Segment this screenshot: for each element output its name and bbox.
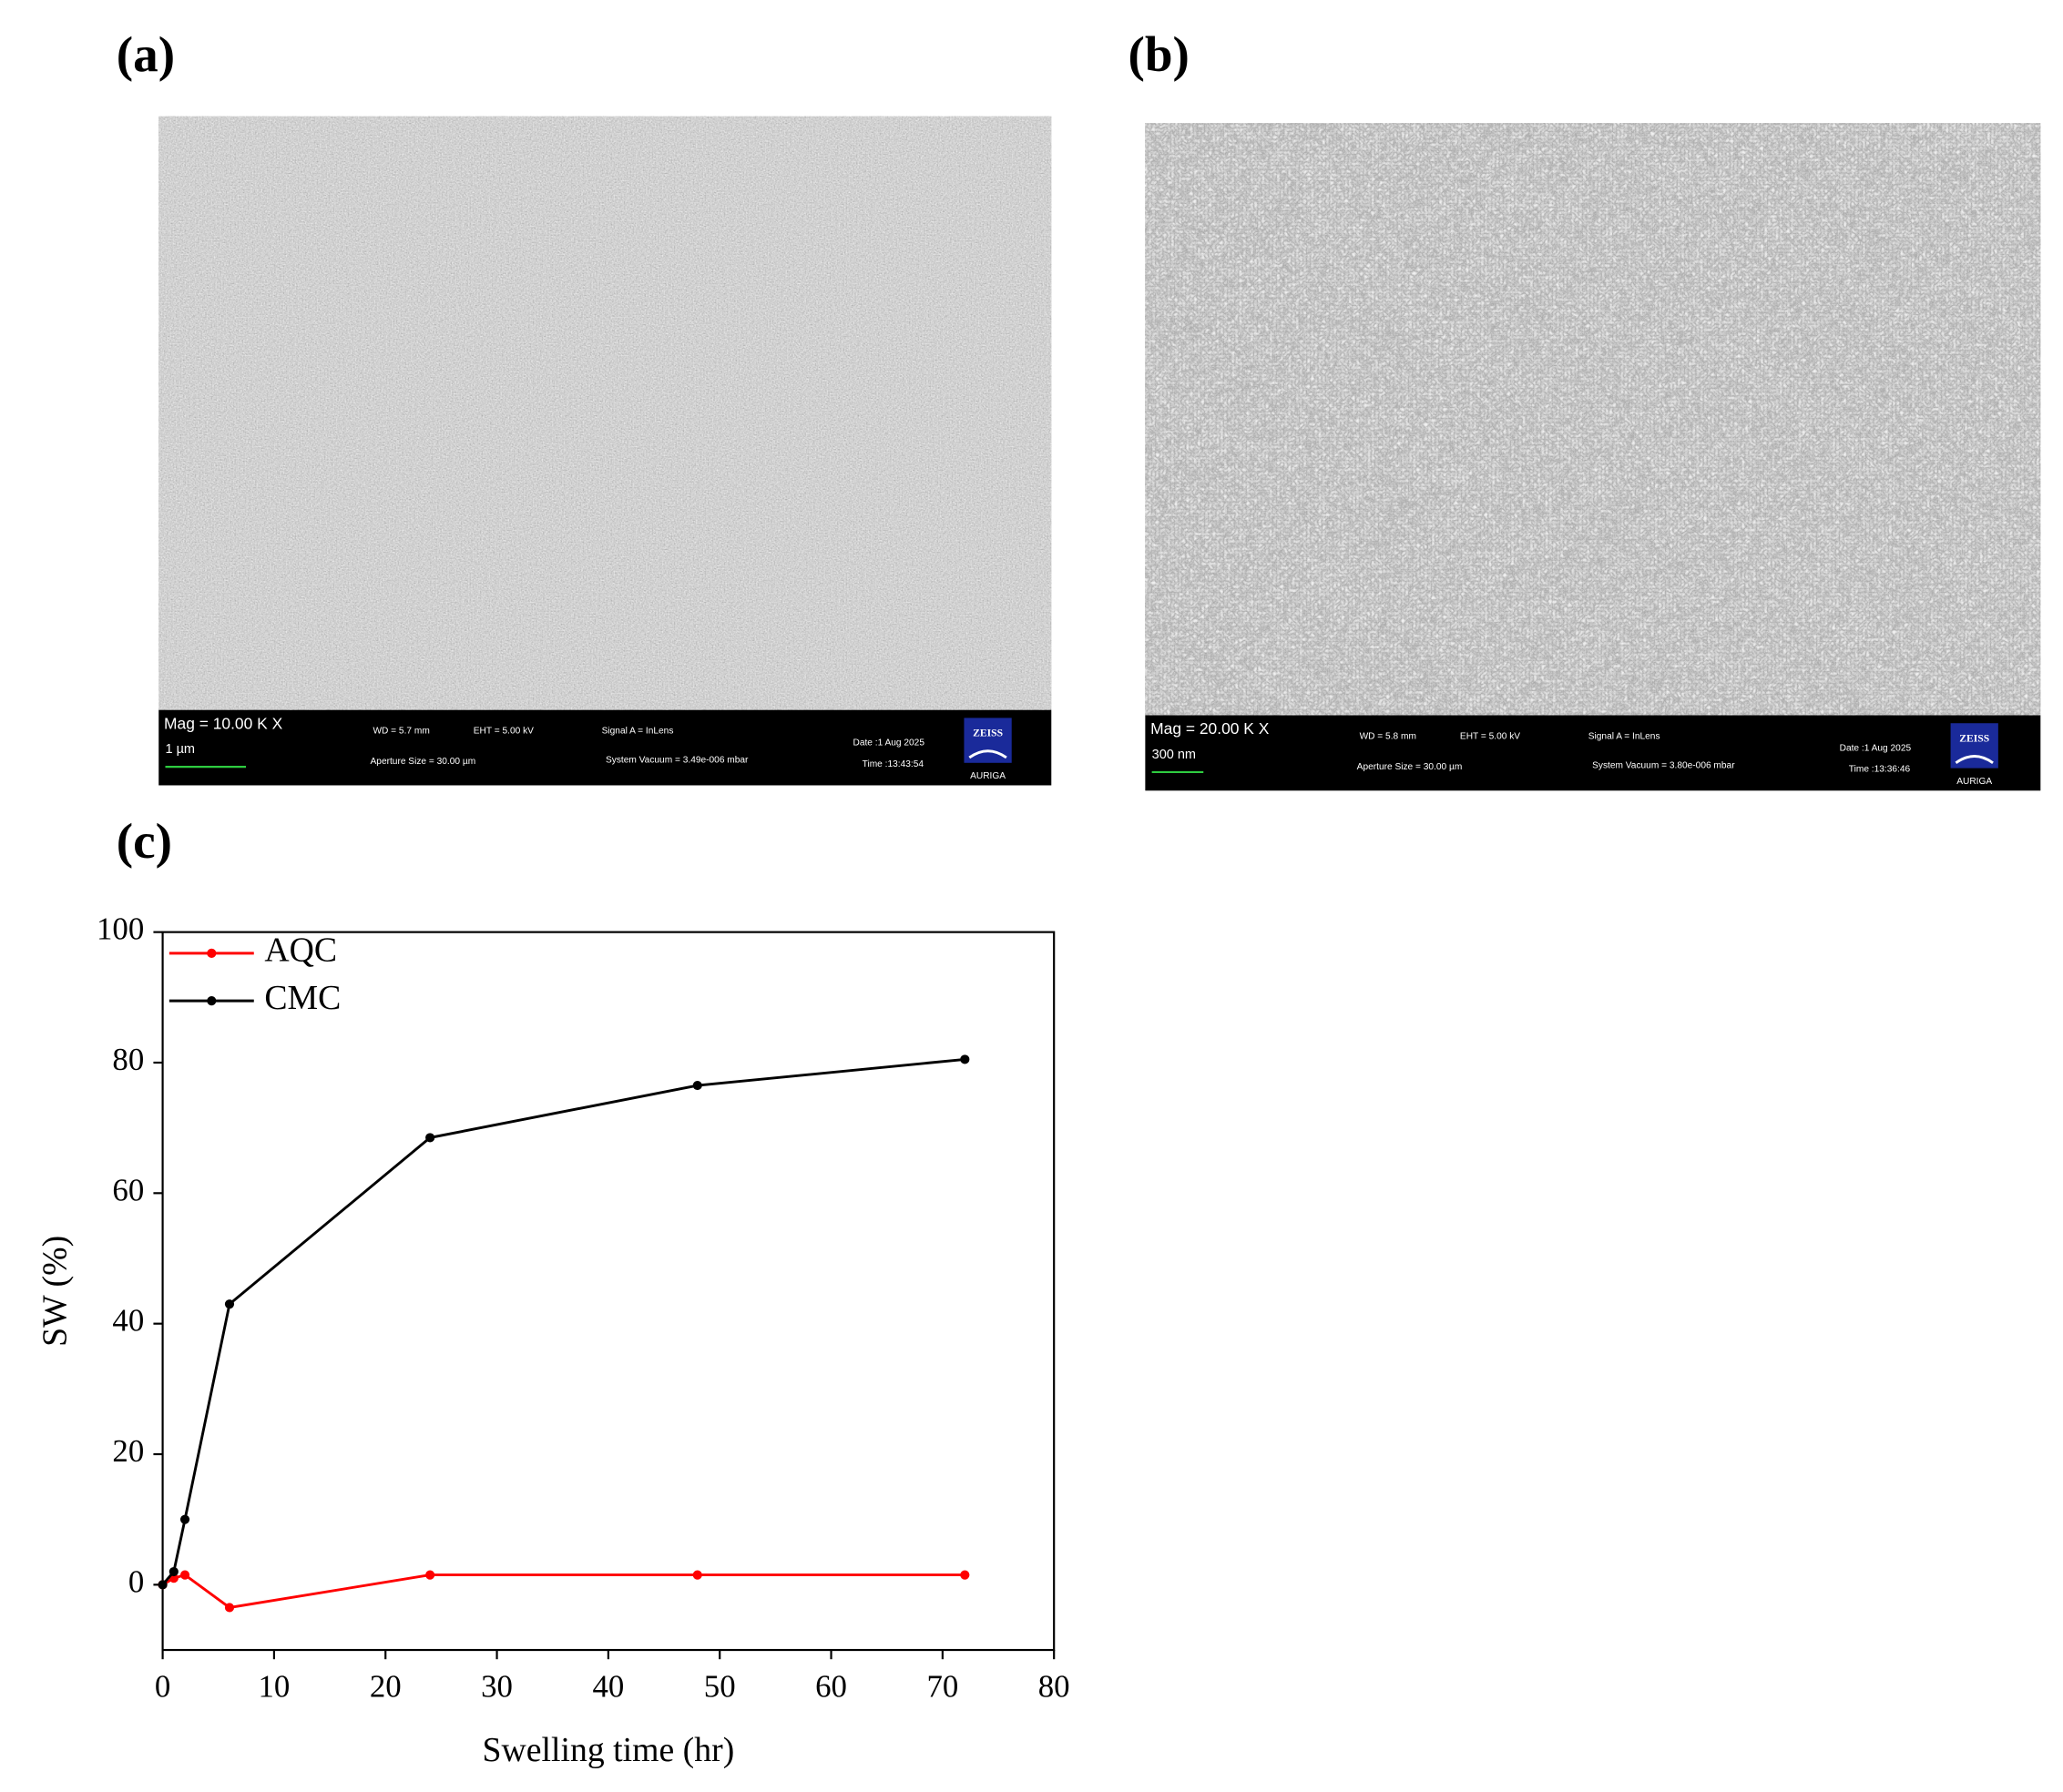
info-scale: 1 µm [165,742,195,757]
info-vacuum: System Vacuum = 3.49e-006 mbar [606,756,749,766]
logo-arc [968,749,1007,759]
y-tick-label: 100 [97,911,144,947]
info-mag: Mag = 20.00 K X [1150,719,1270,738]
info-time: Time :13:43:54 [863,759,924,769]
data-point [224,1603,235,1613]
data-point [224,1299,235,1309]
info-model: AURIGA [1956,777,1992,787]
legend-marker [207,948,217,958]
info-eht: EHT = 5.00 kV [474,727,534,737]
data-point [960,1570,970,1580]
legend-label: CMC [264,979,341,1017]
info-model: AURIGA [970,771,1006,781]
panel-label: (b) [1128,26,1189,82]
info-vacuum: System Vacuum = 3.80e-006 mbar [1592,760,1735,770]
data-point [179,1570,190,1580]
info-signal: Signal A = InLens [1588,731,1660,741]
info-date: Date :1 Aug 2025 [853,738,924,748]
info-aperture: Aperture Size = 30.00 µm [1357,762,1463,772]
sem-texture [1145,123,2041,716]
data-point [179,1514,190,1524]
data-point [169,1566,179,1577]
data-point [692,1080,702,1091]
x-tick-label: 0 [155,1669,170,1705]
info-eht: EHT = 5.00 kV [1460,731,1520,741]
info-signal: Signal A = InLens [602,727,674,737]
data-point [960,1054,970,1064]
legend-label: AQC [264,932,337,970]
x-axis-label: Swelling time (hr) [482,1731,734,1769]
panel-label: (a) [117,26,175,82]
y-tick-label: 0 [128,1563,144,1599]
x-tick-label: 10 [258,1669,290,1705]
x-tick-label: 60 [815,1669,847,1705]
info-bar [1145,715,2041,791]
x-tick-label: 20 [370,1669,402,1705]
y-tick-label: 80 [112,1042,144,1077]
series-line [161,1573,965,1609]
y-axis-label: SW (%) [36,1236,75,1347]
logo-text: ZEISS [973,728,1003,739]
logo-text: ZEISS [1959,732,1989,744]
info-aperture: Aperture Size = 30.00 µm [371,757,476,767]
info-date: Date :1 Aug 2025 [1840,744,1912,754]
info-bar [158,709,1052,786]
y-tick-label: 40 [112,1303,144,1339]
sem-texture [158,116,1052,710]
y-tick-label: 60 [112,1172,144,1207]
info-time: Time :13:36:46 [1849,765,1911,775]
data-point [158,1580,168,1590]
data-point [425,1570,435,1580]
x-tick-label: 30 [481,1669,513,1705]
y-tick-label: 20 [112,1433,144,1469]
data-point [692,1570,702,1580]
info-wd: WD = 5.8 mm [1360,731,1416,741]
info-mag: Mag = 10.00 K X [164,714,283,732]
legend-marker [207,996,217,1006]
panel-label: (c) [117,813,172,869]
x-tick-label: 80 [1038,1669,1070,1705]
x-tick-label: 50 [704,1669,736,1705]
plot-frame [161,931,1056,1652]
x-tick-label: 70 [926,1669,958,1705]
series-line [161,1057,965,1586]
root: (a) (b) (c) Mag = 10.00 K X 1 µm WD = 5.7 mm E… [36,26,2041,1769]
logo-arc [1955,755,1994,764]
data-point [425,1133,435,1143]
info-scale: 300 nm [1152,748,1196,762]
x-tick-label: 40 [592,1669,624,1705]
info-wd: WD = 5.7 mm [373,727,429,737]
